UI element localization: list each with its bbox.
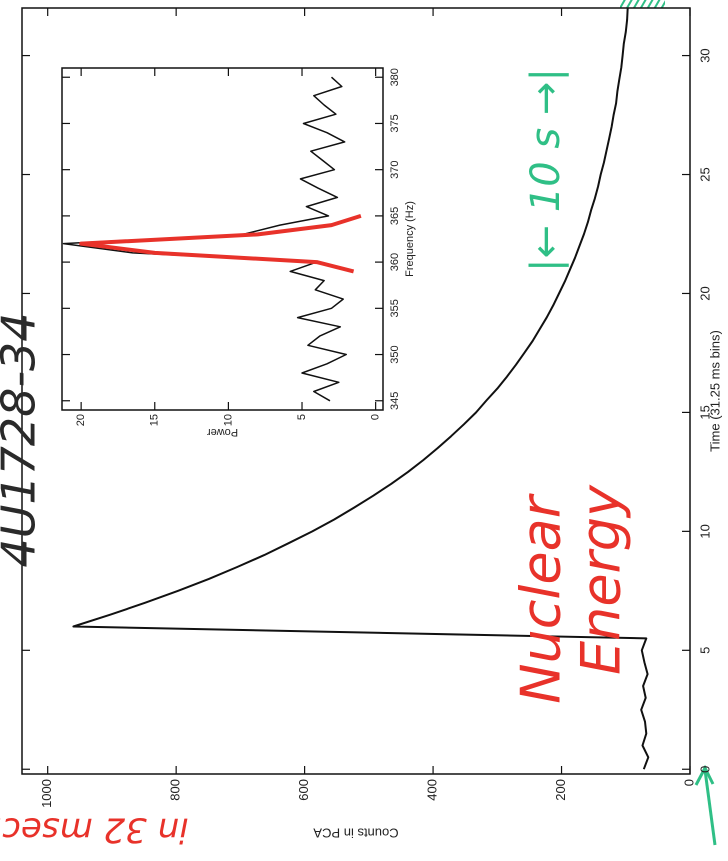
y-tick-label: 400 xyxy=(425,779,440,801)
x-tick-label: 345 xyxy=(389,392,401,410)
y-tick-label: 600 xyxy=(296,779,311,801)
x-tick-label: 355 xyxy=(389,299,401,317)
x-tick-label: 15 xyxy=(697,405,712,419)
x-tick-label: 30 xyxy=(697,48,712,62)
series-line xyxy=(72,7,650,770)
y-tick-label: 0 xyxy=(370,414,382,420)
y-tick-label: 5 xyxy=(296,414,308,420)
y-tick-label: 10 xyxy=(222,414,234,426)
x-tick-label: 375 xyxy=(389,114,401,132)
x-tick-label: 20 xyxy=(697,286,712,300)
arrow-head xyxy=(694,764,715,786)
arrow xyxy=(703,769,717,846)
series-line xyxy=(79,213,362,274)
x-tick-label: 380 xyxy=(389,68,401,86)
y-tick-label: 1000 xyxy=(39,779,54,808)
x-tick-label: 370 xyxy=(389,160,401,178)
x-axis-title: Time (31.25 ms bins) xyxy=(707,330,722,452)
y-tick-label: 800 xyxy=(168,779,183,801)
energy-annotation: Nuclear xyxy=(510,493,573,704)
x-tick-label: 5 xyxy=(697,647,712,654)
y-axis-title: Counts in PCA xyxy=(313,826,399,841)
x-tick-label: 365 xyxy=(389,207,401,225)
x-tick-label: 0 xyxy=(697,766,712,773)
plot-frame xyxy=(61,67,384,411)
y-tick-label: 20 xyxy=(75,414,87,426)
duration-annotation: |← 10 s →| xyxy=(523,68,569,272)
y-axis-title: Power xyxy=(207,426,239,438)
x-tick-label: 10 xyxy=(697,524,712,538)
source-annotation: 4U1728-34 xyxy=(0,312,46,567)
x-tick-label: 25 xyxy=(697,167,712,181)
energy-annotation: Energy xyxy=(570,484,633,675)
y-tick-label: 0 xyxy=(681,779,696,786)
x-axis-title: Frequency (Hz) xyxy=(404,201,416,277)
y-tick-label: 15 xyxy=(149,414,161,426)
x-tick-label: 360 xyxy=(389,253,401,271)
rise-annotation: in 32 msec. xyxy=(0,810,189,850)
y-tick-label: 200 xyxy=(553,779,568,801)
x-tick-label: 350 xyxy=(389,345,401,363)
